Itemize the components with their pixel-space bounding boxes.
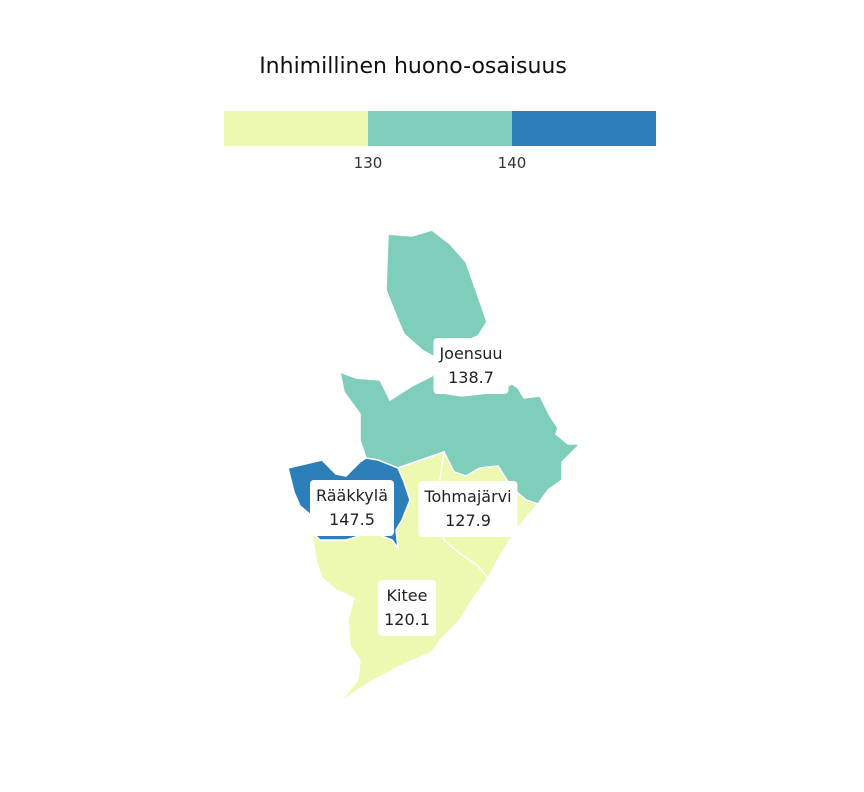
region-label-kitee: Kitee 120.1 xyxy=(378,580,436,636)
region-name: Kitee xyxy=(386,586,428,605)
region-label-raakkyla: Rääkkylä 147.5 xyxy=(309,480,395,536)
region-name: Tohmajärvi xyxy=(424,487,512,506)
region-value: 138.7 xyxy=(448,368,494,387)
map-title: Inhimillinen huono-osaisuus xyxy=(259,54,567,79)
region-name: Rääkkylä xyxy=(315,486,389,505)
legend-bin-low xyxy=(224,111,368,146)
region-value: 127.9 xyxy=(445,511,491,530)
region-label-tohmajarvi: Tohmajärvi 127.9 xyxy=(418,481,518,537)
legend-bin-mid xyxy=(368,111,512,146)
region-value: 147.5 xyxy=(329,510,375,529)
color-legend xyxy=(224,111,656,146)
legend-tick: 130 xyxy=(353,154,383,172)
region-label-joensuu: Joensuu 138.7 xyxy=(433,338,509,394)
region-name: Joensuu xyxy=(439,344,503,363)
region-value: 120.1 xyxy=(384,610,430,629)
legend-bin-high xyxy=(512,111,656,146)
legend-tick: 140 xyxy=(497,154,527,172)
